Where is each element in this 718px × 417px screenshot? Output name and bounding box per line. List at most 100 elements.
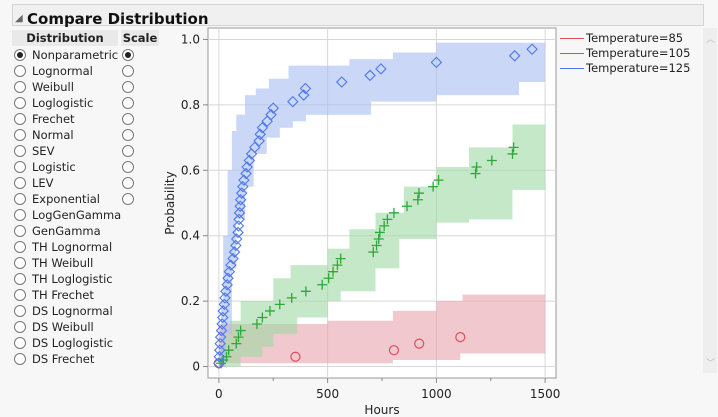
y-tick-label: 0.2 — [181, 294, 200, 308]
distribution-radio[interactable] — [14, 161, 26, 173]
distribution-radio[interactable] — [14, 353, 26, 365]
distribution-label: DS Loglogistic — [32, 336, 114, 350]
data-point — [297, 89, 310, 101]
data-point — [374, 227, 385, 238]
distribution-radio[interactable] — [14, 209, 26, 221]
y-tick-label: 0.4 — [181, 229, 200, 243]
data-point — [232, 226, 244, 239]
distribution-radio[interactable] — [14, 113, 26, 125]
legend-label: Temperature=85 — [586, 31, 684, 45]
distribution-radio[interactable] — [14, 97, 26, 109]
scale-radio[interactable] — [122, 161, 134, 173]
data-point — [216, 318, 228, 330]
distribution-radio[interactable] — [14, 81, 26, 93]
confidence-band — [218, 39, 546, 367]
distribution-radio[interactable] — [14, 273, 26, 285]
distribution-label: Frechet — [32, 112, 75, 126]
data-point — [219, 292, 231, 304]
data-point — [368, 247, 379, 258]
data-point — [248, 141, 261, 154]
distribution-label: Nonparametric — [32, 48, 119, 62]
data-point — [234, 193, 247, 206]
scroll-up-icon[interactable]: ︿ — [706, 35, 716, 45]
disclosure-triangle-icon[interactable]: ◢ — [15, 13, 23, 24]
data-point — [323, 273, 334, 284]
data-point — [508, 50, 521, 62]
data-point — [215, 324, 228, 337]
distribution-radio[interactable] — [14, 289, 26, 301]
legend-item[interactable]: Temperature=105 — [560, 46, 690, 61]
data-point — [486, 155, 497, 166]
data-point — [413, 188, 424, 199]
data-point — [221, 278, 233, 291]
data-point — [217, 311, 229, 324]
distribution-radio[interactable] — [14, 145, 26, 157]
x-tick-label: 1000 — [421, 387, 452, 401]
data-point — [317, 279, 328, 290]
distribution-radio[interactable] — [14, 193, 26, 205]
distribution-label: Loglogistic — [32, 96, 94, 110]
distribution-radio[interactable] — [14, 337, 26, 349]
data-point — [267, 102, 280, 114]
distribution-radio[interactable] — [14, 65, 26, 77]
data-point — [455, 332, 466, 343]
data-point — [257, 312, 268, 323]
data-point — [218, 298, 231, 311]
distribution-radio[interactable] — [14, 225, 26, 237]
legend-item[interactable]: Temperature=85 — [560, 31, 690, 46]
distribution-label: SEV — [32, 144, 55, 158]
data-point — [373, 233, 384, 244]
distribution-radio[interactable] — [14, 49, 26, 61]
data-point — [388, 207, 399, 218]
data-point — [335, 253, 346, 264]
distribution-radio[interactable] — [14, 257, 26, 269]
y-tick-label: 0.6 — [181, 163, 200, 177]
data-point — [299, 82, 312, 95]
legend-label: Temperature=105 — [586, 46, 691, 60]
data-point — [290, 351, 301, 362]
legend-line-icon — [560, 38, 584, 39]
scale-radio[interactable] — [122, 49, 134, 61]
scale-radio[interactable] — [122, 97, 134, 109]
scale-radio[interactable] — [122, 113, 134, 125]
distribution-label: Lognormal — [32, 64, 93, 78]
scale-radio[interactable] — [122, 129, 134, 141]
data-point — [221, 351, 232, 362]
data-point — [414, 338, 425, 349]
data-point — [254, 128, 266, 141]
outline-header[interactable]: ◢ Compare Distribution — [12, 4, 704, 28]
data-point — [235, 325, 246, 336]
distribution-radio[interactable] — [14, 177, 26, 189]
data-point — [364, 69, 376, 82]
data-point — [526, 43, 538, 56]
distribution-radio[interactable] — [14, 129, 26, 141]
scale-radio[interactable] — [122, 193, 134, 205]
scale-radio[interactable] — [122, 81, 134, 93]
legend: Temperature=85 Temperature=105 Temperature… — [560, 31, 690, 76]
distribution-radio[interactable] — [14, 305, 26, 317]
scale-radio[interactable] — [122, 65, 134, 77]
data-point — [243, 154, 256, 167]
data-point — [237, 180, 249, 193]
data-point — [433, 175, 444, 186]
distribution-radio[interactable] — [14, 321, 26, 333]
scale-radio[interactable] — [122, 177, 134, 189]
x-tick-label: 500 — [316, 387, 339, 401]
scroll-down-icon[interactable]: ﹀ — [706, 359, 716, 369]
legend-line-icon — [560, 53, 584, 54]
legend-item[interactable]: Temperature=125 — [560, 61, 690, 76]
legend-line-icon — [560, 68, 584, 69]
y-tick-label: 0.8 — [181, 98, 200, 112]
data-point — [375, 63, 387, 75]
data-point — [220, 285, 232, 298]
scrollbar[interactable]: ︿ ﹀ — [703, 28, 717, 373]
data-point — [470, 168, 481, 179]
data-point — [274, 299, 285, 310]
distribution-header: Distribution — [12, 30, 118, 46]
data-point — [227, 252, 239, 265]
distribution-radio[interactable] — [14, 241, 26, 253]
scale-radio[interactable] — [122, 145, 134, 157]
data-point — [241, 161, 253, 173]
scale-header: Scale — [121, 30, 159, 46]
